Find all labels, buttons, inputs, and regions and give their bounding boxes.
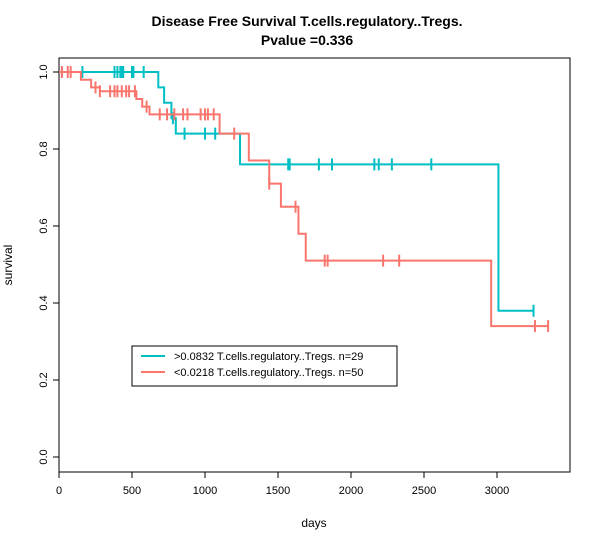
- x-tick-label: 1500: [266, 485, 290, 497]
- y-tick-label: 0.4: [38, 295, 50, 310]
- series-0: [59, 66, 535, 317]
- x-tick-label: 1000: [193, 485, 217, 497]
- survival-curve: [59, 71, 534, 312]
- survival-curve: [59, 71, 549, 328]
- x-tick-label: 2000: [339, 485, 363, 497]
- y-tick-label: 0.0: [38, 449, 50, 464]
- x-tick-label: 0: [56, 485, 62, 497]
- y-axis: 0.0 0.2 0.4 0.6 0.8 1.0: [38, 64, 59, 465]
- chart-title: Disease Free Survival T.cells.regulatory…: [151, 13, 462, 29]
- y-axis-label: survival: [1, 245, 15, 286]
- legend-label-low: <0.0218 T.cells.regulatory..Tregs. n=50: [174, 367, 363, 379]
- x-tick-label: 3000: [485, 485, 509, 497]
- x-tick-label: 2500: [412, 485, 436, 497]
- y-tick-label: 1.0: [38, 64, 50, 79]
- series-layer: [59, 66, 550, 333]
- legend: >0.0832 T.cells.regulatory..Tregs. n=29 …: [131, 345, 398, 387]
- legend-box: [131, 345, 398, 387]
- y-tick-label: 0.6: [38, 218, 50, 233]
- x-axis-label: days: [301, 516, 326, 530]
- x-tick-label: 500: [123, 485, 141, 497]
- y-tick-label: 0.8: [38, 141, 50, 156]
- legend-label-high: >0.0832 T.cells.regulatory..Tregs. n=29: [174, 351, 363, 363]
- x-axis: 0 500 1000 1500 2000 2500 3000: [56, 472, 509, 497]
- y-tick-label: 0.2: [38, 372, 50, 387]
- plot-frame: [58, 57, 571, 473]
- chart-subtitle: Pvalue =0.336: [261, 32, 353, 48]
- series-1: [59, 66, 550, 333]
